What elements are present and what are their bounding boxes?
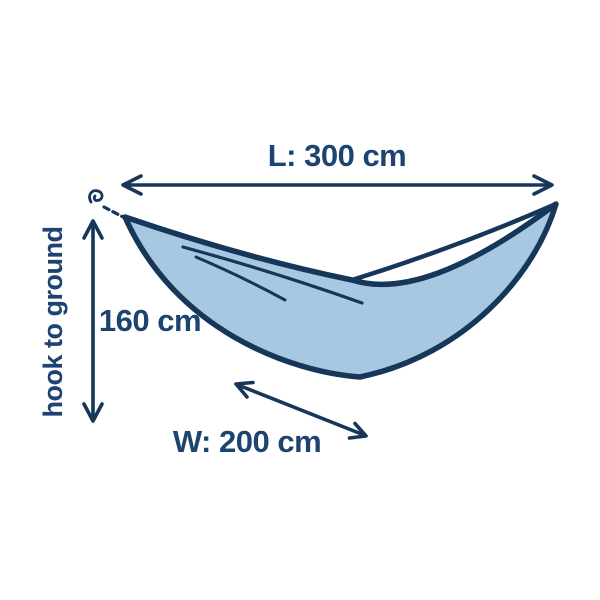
rope-dashed-line bbox=[102, 205, 126, 220]
arrowhead-upleft-icon bbox=[234, 380, 255, 399]
height-label: 160 cm bbox=[99, 303, 201, 338]
hammock-body bbox=[122, 201, 559, 380]
arrowhead-up-icon bbox=[82, 219, 104, 240]
width-arrow bbox=[234, 380, 368, 440]
arrowhead-right-icon bbox=[532, 174, 554, 196]
fabric-crease-line bbox=[194, 255, 287, 302]
hook-to-ground-label: hook to ground bbox=[38, 227, 68, 418]
width-label: W: 200 cm bbox=[173, 424, 321, 459]
height-arrow bbox=[82, 219, 104, 423]
arrowhead-down-icon bbox=[82, 402, 104, 423]
arrowhead-left-icon bbox=[121, 174, 143, 196]
length-label: L: 300 cm bbox=[268, 138, 407, 173]
hook-icon bbox=[88, 189, 104, 204]
fabric-crease-line bbox=[181, 245, 364, 305]
arrowhead-downright-icon bbox=[347, 421, 368, 440]
length-arrow bbox=[121, 174, 554, 196]
hammock-back-edge bbox=[349, 201, 559, 283]
